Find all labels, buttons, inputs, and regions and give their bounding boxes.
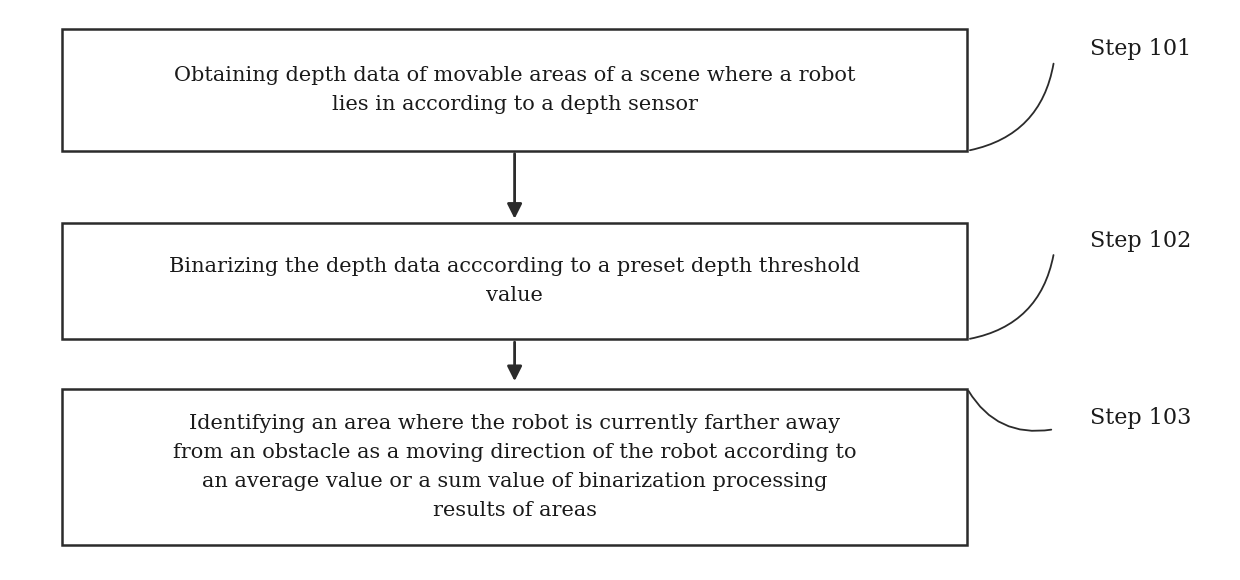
Text: Step 101: Step 101 xyxy=(1090,38,1192,60)
Text: Obtaining depth data of movable areas of a scene where a robot
lies in according: Obtaining depth data of movable areas of… xyxy=(174,66,856,114)
Text: Step 103: Step 103 xyxy=(1090,407,1192,429)
FancyBboxPatch shape xyxy=(62,223,967,339)
FancyBboxPatch shape xyxy=(62,389,967,545)
Text: Binarizing the depth data acccording to a preset depth threshold
value: Binarizing the depth data acccording to … xyxy=(169,258,861,305)
Text: Identifying an area where the robot is currently farther away
from an obstacle a: Identifying an area where the robot is c… xyxy=(172,414,857,520)
Text: Step 102: Step 102 xyxy=(1090,230,1192,252)
FancyBboxPatch shape xyxy=(62,29,967,151)
